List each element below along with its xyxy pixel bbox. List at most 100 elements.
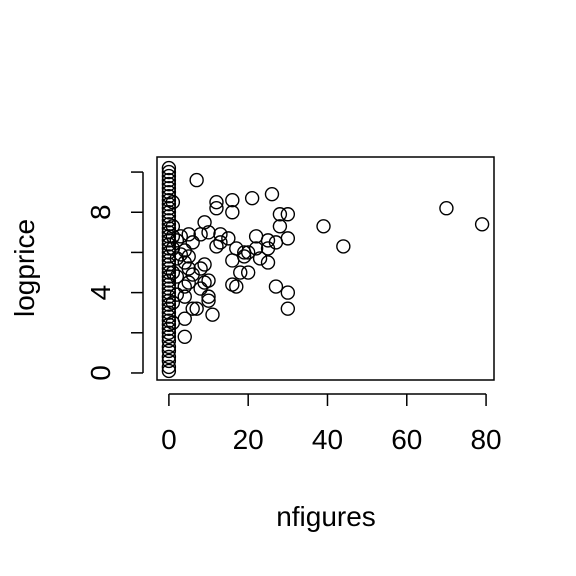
data-point [161,261,177,276]
data-point [213,227,228,242]
data-point [225,253,240,268]
data-point [165,265,181,280]
data-point [185,301,200,316]
data-point [169,233,185,248]
data-point [248,241,264,256]
data-point [280,285,296,300]
data-point [161,168,177,184]
data-point [201,273,216,288]
data-point [161,343,177,359]
data-point [189,301,204,316]
data-point [268,279,284,294]
data-point [161,180,177,196]
data-point [280,231,296,246]
data-point [240,265,256,280]
data-point [260,233,276,248]
data-point [165,195,181,210]
data-point [177,329,192,345]
data-point [209,195,224,210]
data-point [173,247,188,262]
data-point [161,172,177,188]
data-point [209,201,224,216]
data-point [280,301,296,316]
data-point [316,219,331,234]
data-point [280,207,296,222]
data-point [161,363,177,379]
data-point [161,209,177,224]
data-point [161,205,177,220]
data-point [161,160,177,176]
data-point [161,325,177,340]
data-point [185,235,200,250]
data-point [248,229,264,244]
data-point [165,295,181,310]
data-point [161,339,177,355]
data-point [201,225,216,240]
data-point [225,192,240,208]
y-axis: 0 4 8 [85,171,144,381]
data-point [237,249,252,264]
data-point [201,293,216,308]
data-point [264,186,280,202]
data-point [260,255,276,270]
data-point [272,219,288,234]
y-tick-label: 4 [85,285,116,301]
data-point [161,273,177,288]
data-point [233,265,248,280]
data-point [244,190,260,206]
data-point [252,251,268,266]
x-tick-label: 80 [470,424,501,455]
data-point [229,241,244,256]
data-point [165,219,181,234]
data-point [177,289,192,304]
data-point [161,249,177,264]
data-point [161,305,177,320]
plot-box [156,156,495,381]
x-tick-label: 40 [312,424,343,455]
data-point [165,229,181,244]
data-point [161,237,177,252]
data-point [161,349,177,365]
y-tick-label: 0 [85,365,116,381]
data-point [213,235,228,250]
data-point [161,353,177,369]
x-tick-label: 60 [391,424,422,455]
x-axis-label: nfigures [276,501,376,532]
data-point [177,311,192,326]
data-point [161,359,177,375]
data-point [181,275,196,290]
data-point [181,249,196,264]
data-point [193,227,208,242]
data-point [439,201,454,216]
data-point [197,215,212,230]
y-axis-label: logprice [9,219,40,317]
data-point [181,227,196,242]
data-point [197,257,212,272]
data-point [272,207,288,222]
data-point [221,231,236,246]
x-tick-label: 0 [161,424,177,455]
data-point [169,287,185,302]
y-tick-label: 8 [85,204,116,220]
data-point [205,307,220,322]
data-point [161,333,177,349]
data-point [474,217,490,232]
data-point [209,239,224,254]
data-point [161,269,177,284]
data-point [161,265,177,280]
data-point [169,269,185,284]
data-point [161,164,177,180]
data-point [336,239,351,254]
data-point [177,279,192,294]
data-point [189,172,204,188]
data-point [161,176,177,192]
data-point [161,329,177,345]
data-point [169,251,185,266]
x-tick-label: 20 [233,424,264,455]
data-point [161,184,177,200]
data-point [173,229,188,244]
data-point [201,289,216,304]
x-axis: 0 20 40 60 80 [161,393,502,455]
data-point [229,279,244,294]
